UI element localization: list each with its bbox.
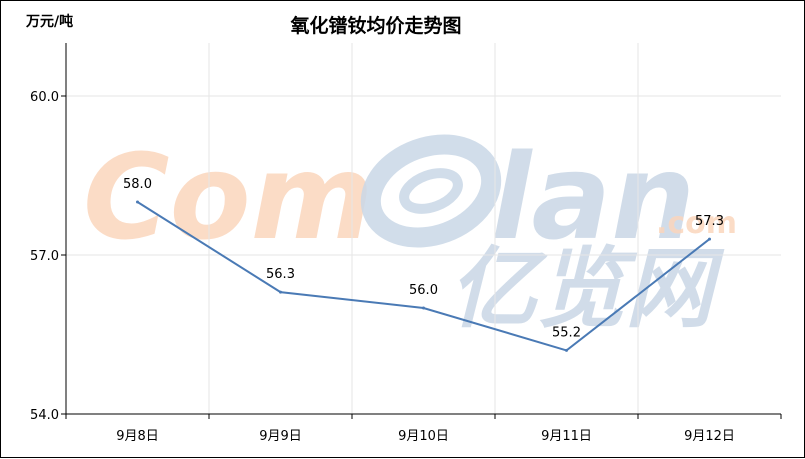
data-point	[565, 348, 568, 352]
x-tick-label: 9月8日	[116, 429, 159, 444]
watermark-lan-text: lan	[491, 128, 695, 266]
data-label: 55.2	[552, 325, 581, 340]
data-label: 56.3	[266, 267, 295, 282]
x-tick-label: 9月12日	[684, 429, 735, 444]
data-label: 56.0	[409, 283, 438, 298]
y-tick-label: 57.0	[30, 249, 59, 264]
data-point	[708, 237, 711, 241]
data-label: 58.0	[123, 177, 152, 192]
data-point	[136, 200, 139, 204]
series-layer	[136, 200, 711, 352]
y-axis-unit-label: 万元/吨	[26, 14, 74, 30]
y-tick-label: 60.0	[30, 90, 59, 105]
data-labels: 58.0 56.3 56.0 55.2 57.3	[123, 177, 724, 340]
watermark-ring-outer	[360, 134, 502, 248]
watermark-e-ring-icon	[360, 134, 502, 248]
data-point	[279, 290, 282, 294]
x-tick-label: 9月11日	[541, 429, 592, 444]
gridlines	[66, 43, 781, 414]
watermark-cn-text: 亿览网	[449, 237, 725, 340]
watermark-com-text: Com	[83, 128, 374, 266]
data-label: 57.3	[695, 214, 724, 229]
data-point	[422, 306, 425, 310]
x-tick-label: 9月9日	[259, 429, 302, 444]
x-tick-label: 9月10日	[398, 429, 449, 444]
axes: 54.0 57.0 60.0 9月8日 9月9日 9月10日 9月11日 9月12日	[30, 43, 782, 444]
watermark-suffix-text: .com	[656, 206, 737, 241]
watermark-ring-inner	[399, 168, 463, 214]
chart-title: 氧化镨钕均价走势图	[290, 15, 462, 37]
y-tick-label: 54.0	[30, 408, 59, 423]
